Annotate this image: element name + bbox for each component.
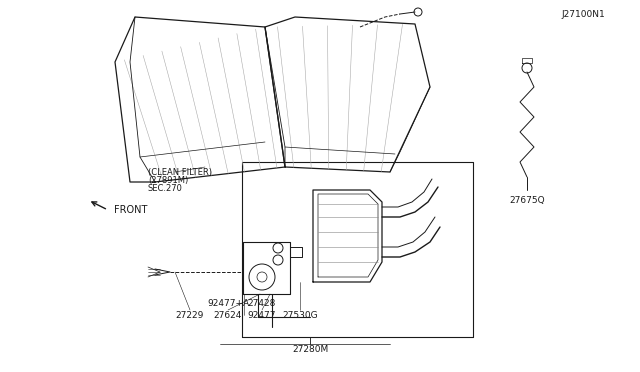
Text: 27530G: 27530G: [282, 311, 318, 320]
Text: 92477+A: 92477+A: [207, 299, 249, 308]
Text: (27891M): (27891M): [148, 176, 188, 185]
Text: 27675Q: 27675Q: [509, 196, 545, 205]
Text: 27428: 27428: [248, 299, 276, 308]
Text: 27624: 27624: [214, 311, 242, 320]
Text: 92477: 92477: [248, 311, 276, 320]
Text: 27229: 27229: [176, 311, 204, 320]
Text: J27100N1: J27100N1: [561, 10, 605, 19]
Text: SEC.270: SEC.270: [148, 183, 183, 192]
Text: FRONT: FRONT: [114, 205, 147, 215]
Text: 27280M: 27280M: [292, 346, 328, 355]
Text: (CLEAN FILTER): (CLEAN FILTER): [148, 167, 212, 176]
